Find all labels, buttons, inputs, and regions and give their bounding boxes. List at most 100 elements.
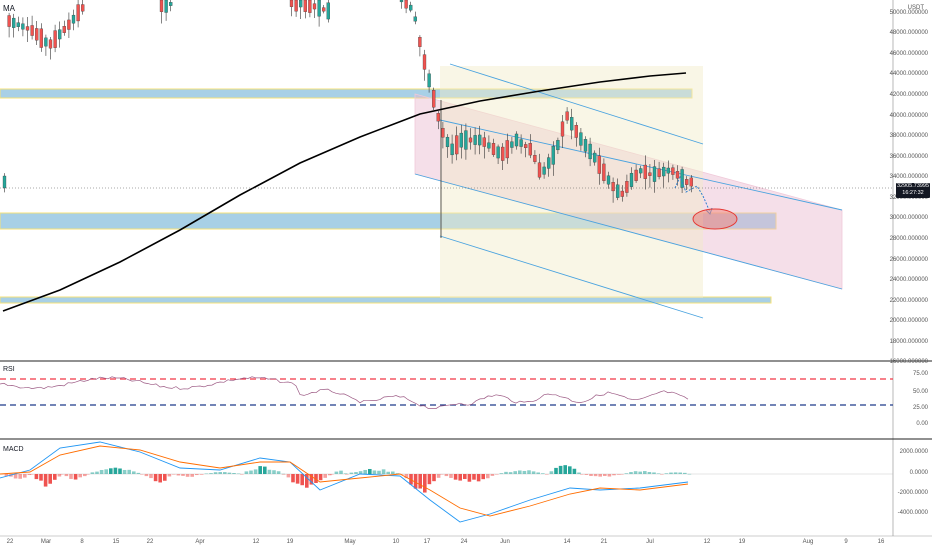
macd-histogram-bar	[545, 474, 549, 475]
macd-histogram-bar	[541, 473, 545, 474]
candle-body	[675, 171, 680, 179]
candle-body	[583, 139, 588, 152]
moving-average-line	[2, 72, 687, 312]
macd-histogram-bar	[372, 470, 377, 474]
macd-histogram-bar	[64, 474, 69, 477]
macd-histogram-bar	[136, 472, 141, 474]
macd-histogram-bar	[158, 474, 162, 483]
macd-histogram-bar	[30, 474, 34, 475]
macd-histogram-bar	[282, 474, 286, 475]
macd-histogram-bar	[531, 471, 536, 474]
candle-body	[652, 166, 657, 182]
candle-body	[427, 73, 431, 88]
macd-histogram-bar	[652, 472, 656, 474]
macd-histogram-bar	[495, 474, 499, 475]
channel-lower-line	[439, 235, 704, 319]
macd-histogram-bar	[339, 470, 343, 474]
macd-histogram-bar	[589, 474, 593, 476]
macd-histogram-bar	[195, 474, 199, 476]
macd-histogram-bar	[48, 474, 52, 484]
macd-histogram-bar	[83, 474, 87, 477]
macd-histogram-bar	[60, 474, 64, 475]
macd-histogram-bar	[140, 474, 144, 475]
candle-body	[413, 16, 417, 22]
macd-histogram-bar	[113, 467, 118, 474]
candle-body	[7, 15, 11, 27]
candle-body	[680, 169, 684, 188]
candle-body	[21, 23, 25, 30]
candle-body	[662, 166, 666, 177]
macd-histogram-bar	[309, 474, 314, 485]
macd-histogram-bar	[508, 472, 513, 474]
candle-body	[602, 163, 606, 181]
macd-histogram-bar	[683, 472, 687, 474]
support-zone	[0, 212, 777, 230]
candle-body	[2, 175, 7, 189]
macd-histogram-bar	[629, 472, 633, 474]
candle-body	[164, 0, 168, 13]
candle-body	[294, 0, 298, 12]
channel-upper-line	[449, 63, 704, 145]
macd-histogram-bar	[78, 474, 82, 478]
macd-histogram-bar	[463, 474, 467, 480]
macd-histogram-bar	[481, 474, 485, 480]
macd-histogram-bar	[664, 473, 669, 474]
macd-histogram-bar	[218, 472, 222, 474]
macd-histogram-bar	[400, 474, 404, 475]
macd-histogram-bar	[436, 474, 441, 478]
candle-body	[289, 0, 294, 7]
macd-histogram-bar	[23, 474, 27, 478]
lower-support-zone	[0, 296, 772, 304]
macd-histogram-bar	[472, 474, 476, 480]
candle-body	[62, 26, 66, 33]
macd-histogram-bar	[656, 473, 661, 474]
candle-body	[625, 181, 629, 193]
macd-histogram-bar	[122, 469, 127, 474]
macd-histogram-bar	[276, 471, 281, 474]
candle-body	[159, 0, 164, 12]
candle-body	[418, 37, 422, 47]
macd-histogram-bar	[669, 472, 673, 474]
macd-histogram-bar	[607, 474, 612, 477]
macd-histogram-bar	[95, 471, 99, 474]
macd-histogram-bar	[377, 470, 381, 474]
candle-body	[593, 152, 597, 163]
macd-histogram-bar	[354, 472, 358, 474]
macd-histogram-bar	[558, 465, 563, 474]
macd-histogram-bar	[458, 474, 462, 481]
macd-histogram-bar	[467, 474, 472, 482]
macd-histogram-bar	[423, 474, 427, 493]
macd-histogram-bar	[249, 470, 253, 474]
macd-histogram-bar	[18, 474, 22, 479]
macd-histogram	[0, 465, 692, 493]
macd-histogram-bar	[633, 471, 638, 474]
rsi-line	[0, 376, 689, 409]
candle-body	[473, 135, 477, 145]
macd-histogram-bar	[687, 473, 692, 475]
macd-histogram-bar	[4, 474, 9, 476]
macd-histogram-bar	[330, 474, 334, 475]
macd-histogram-bar	[647, 471, 652, 474]
candle-body	[510, 141, 514, 148]
macd-histogram-bar	[572, 468, 577, 474]
macd-histogram-bar	[286, 474, 291, 478]
candle-body	[409, 4, 413, 11]
macd-histogram-bar	[291, 474, 295, 483]
candle-body	[35, 28, 39, 41]
resistance-zone	[0, 88, 693, 99]
candle-body	[551, 146, 555, 165]
macd-histogram-bar	[223, 472, 227, 474]
candle-body	[657, 168, 661, 177]
macd-histogram-bar	[449, 474, 453, 478]
candle-countdown: 16:27:32	[902, 190, 924, 196]
candle-body	[25, 26, 30, 31]
macd-histogram-bar	[568, 466, 572, 474]
candle-body	[565, 111, 569, 121]
candle-body	[482, 137, 486, 147]
macd-histogram-bar	[368, 468, 372, 474]
candle-body	[542, 166, 546, 175]
macd-histogram-bar	[391, 471, 395, 474]
candle-body	[528, 143, 532, 156]
candle-body	[639, 168, 643, 174]
